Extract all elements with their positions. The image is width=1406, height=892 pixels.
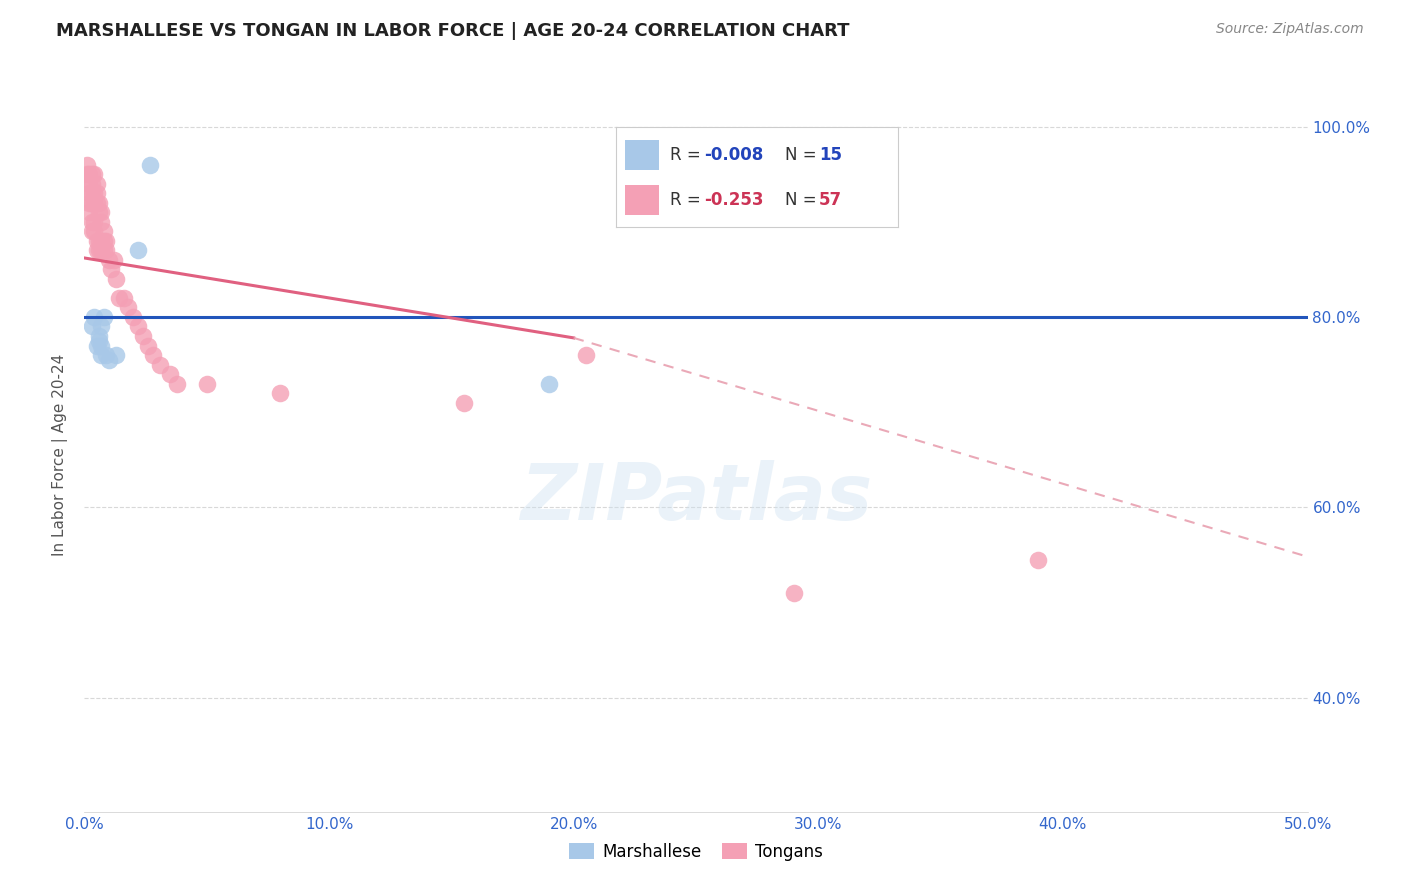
Point [87, 234, 110, 248]
Point [86, 186, 108, 201]
Point [90, 215, 112, 229]
Point [159, 367, 181, 381]
Point [96, 234, 118, 248]
Point [87, 244, 110, 258]
Point [80, 215, 103, 229]
Point [90, 244, 112, 258]
Point [90, 338, 112, 352]
FancyBboxPatch shape [624, 185, 658, 215]
Point [93, 244, 115, 258]
Text: MARSHALLESE VS TONGAN IN LABOR FORCE | AGE 20-24 CORRELATION CHART: MARSHALLESE VS TONGAN IN LABOR FORCE | A… [56, 22, 849, 40]
Point [80, 186, 103, 201]
Point [93, 310, 115, 324]
Point [1028, 552, 1050, 566]
Point [77, 177, 100, 191]
Point [117, 301, 139, 315]
Y-axis label: In Labor Force | Age 20-24: In Labor Force | Age 20-24 [52, 354, 69, 556]
Point [86, 244, 108, 258]
Point [132, 329, 155, 343]
Point [76, 167, 98, 181]
Point [96, 244, 118, 258]
Text: -0.008: -0.008 [703, 145, 763, 163]
Point [80, 195, 103, 210]
Text: Source: ZipAtlas.com: Source: ZipAtlas.com [1216, 22, 1364, 37]
Text: 57: 57 [820, 191, 842, 209]
Point [83, 167, 105, 181]
Point [195, 376, 218, 391]
Point [96, 348, 118, 362]
Text: R =: R = [669, 145, 706, 163]
Point [86, 177, 108, 191]
Point [86, 195, 108, 210]
Point [83, 224, 105, 238]
Point [83, 310, 105, 324]
Text: -0.253: -0.253 [703, 191, 763, 209]
Point [77, 195, 100, 210]
Point [127, 244, 149, 258]
Point [90, 205, 112, 219]
Point [269, 386, 291, 401]
Point [142, 348, 165, 362]
FancyBboxPatch shape [624, 140, 658, 169]
Point [453, 395, 475, 409]
Point [80, 319, 103, 334]
Text: R =: R = [669, 191, 706, 209]
Point [90, 348, 112, 362]
Text: N =: N = [786, 191, 823, 209]
Point [97, 352, 120, 367]
Point [90, 319, 112, 334]
Point [139, 158, 162, 172]
Point [100, 262, 122, 277]
Point [77, 167, 100, 181]
Point [76, 158, 98, 172]
Point [103, 252, 125, 267]
Point [80, 167, 103, 181]
Point [575, 348, 598, 362]
Point [90, 234, 112, 248]
Point [127, 319, 149, 334]
Point [538, 376, 561, 391]
Point [77, 186, 100, 201]
Point [93, 234, 115, 248]
Point [107, 291, 129, 305]
Point [97, 252, 120, 267]
Point [77, 205, 100, 219]
Point [166, 376, 188, 391]
Point [93, 224, 115, 238]
Point [83, 215, 105, 229]
Point [105, 272, 128, 286]
Point [80, 177, 103, 191]
Point [136, 338, 159, 352]
Point [105, 348, 128, 362]
Point [783, 586, 806, 600]
Point [80, 224, 103, 238]
Text: 15: 15 [820, 145, 842, 163]
Point [87, 334, 110, 348]
Point [87, 195, 110, 210]
Point [87, 329, 110, 343]
Point [83, 186, 105, 201]
Point [149, 358, 172, 372]
Legend: Marshallese, Tongans: Marshallese, Tongans [562, 837, 830, 868]
Text: N =: N = [786, 145, 823, 163]
Text: ZIPatlas: ZIPatlas [520, 459, 872, 536]
Point [87, 205, 110, 219]
Point [86, 234, 108, 248]
Point [86, 338, 108, 352]
Point [83, 195, 105, 210]
Point [122, 310, 145, 324]
Point [112, 291, 135, 305]
